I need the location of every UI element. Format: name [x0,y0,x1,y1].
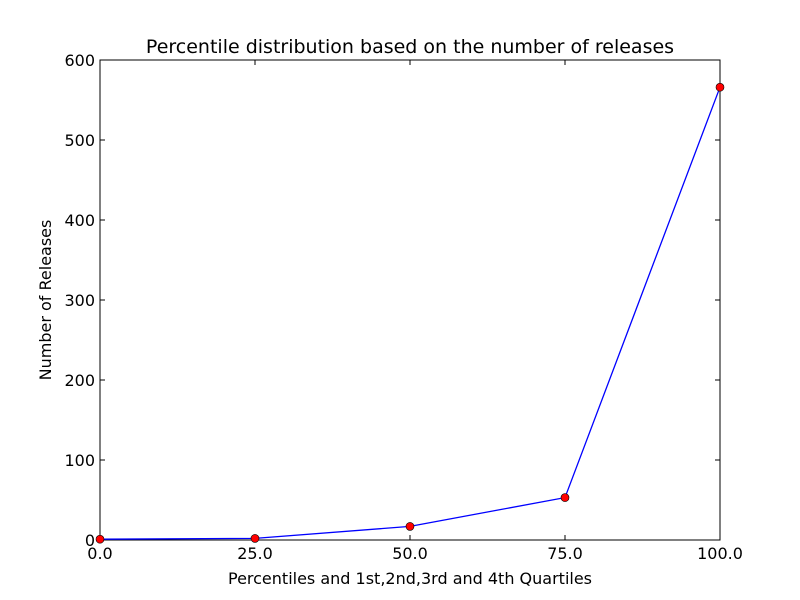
x-tick-label: 100.0 [697,544,743,563]
data-point [405,522,415,531]
x-tick-label: 0.0 [87,544,112,563]
plot-area [99,59,721,541]
data-point [560,493,570,502]
x-tick-label: 25.0 [237,544,273,563]
y-tick-label: 100 [64,451,95,470]
series-layer [95,82,725,544]
y-tick-label: 300 [64,291,95,310]
y-tick-label: 500 [64,131,95,150]
x-axis-label: Percentiles and 1st,2nd,3rd and 4th Quar… [228,569,592,588]
plot-frame [99,59,721,541]
x-tick-label: 75.0 [547,544,583,563]
data-point [250,534,260,543]
data-point [715,82,725,92]
y-tick-label: 0 [85,531,95,550]
x-axis: 0.0 25.0 50.0 75.0 100.0 [87,60,743,563]
x-tick-label: 50.0 [392,544,428,563]
y-axis-label: Number of Releases [36,220,55,381]
y-axis: 0 100 200 300 400 500 600 [64,51,720,550]
y-tick-label: 400 [64,211,95,230]
chart-title: Percentile distribution based on the num… [146,36,674,58]
data-point [95,534,105,544]
y-tick-label: 200 [64,371,95,390]
y-tick-label: 600 [64,51,95,70]
